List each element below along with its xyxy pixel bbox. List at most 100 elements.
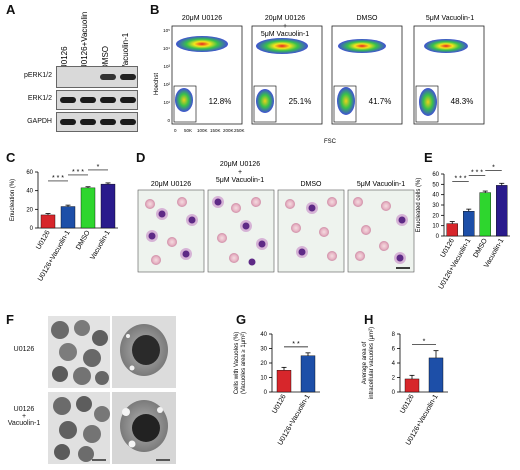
bar bbox=[404, 378, 420, 393]
flow-gate bbox=[253, 85, 277, 123]
y-tick-label: 0 bbox=[30, 226, 34, 232]
flow-plot-title: 5μM Vacuolin-1 bbox=[426, 15, 474, 22]
flow-xlabel: FSC bbox=[324, 139, 337, 145]
bar bbox=[496, 185, 508, 237]
flow-plot-title-line: 20μM U0126 +5μM Vacuolin-1 bbox=[261, 15, 309, 38]
flow-ytick: 10¹ bbox=[163, 100, 170, 105]
rbc-cell bbox=[381, 201, 391, 211]
chart-g: Cells with Vacuoles (%)(Vacuoles area ≥ … bbox=[234, 332, 320, 447]
rbc-cell bbox=[251, 197, 261, 207]
panel-b-flow-plots: Hoechst FSC 20μM U0126 12.8% 20μM U0126 +… bbox=[154, 15, 485, 145]
em-cell bbox=[53, 397, 71, 415]
nucleus bbox=[396, 254, 404, 262]
category-label: Vacuolin-1 bbox=[89, 229, 111, 261]
blot-strip-perk bbox=[56, 66, 138, 88]
em-cell bbox=[92, 330, 108, 346]
flow-percent: 48.3% bbox=[451, 97, 474, 106]
blot-band bbox=[100, 97, 116, 103]
flow-gate bbox=[333, 85, 357, 123]
em-cell bbox=[74, 320, 90, 336]
text-line: + bbox=[283, 23, 287, 30]
rbc-cell bbox=[167, 237, 177, 247]
em-vacuole bbox=[122, 408, 130, 416]
panel-g-label: G bbox=[236, 312, 247, 327]
flow-plot-4: 5μM Vacuolin-1 48.3% bbox=[413, 15, 485, 125]
flow-yticks: 10⁵ 10⁴ 10³ 10² 10¹ 0 bbox=[163, 28, 170, 123]
micrograph-4 bbox=[347, 189, 415, 273]
significance-stars: * * * bbox=[72, 169, 84, 176]
blot-band bbox=[120, 97, 136, 103]
bar bbox=[479, 192, 491, 237]
flow-frame bbox=[251, 25, 323, 125]
flow-xtick: 250K bbox=[234, 128, 245, 133]
text-line: 20μM U0126 bbox=[220, 161, 260, 168]
flow-xtick: 100K bbox=[197, 128, 208, 133]
em-highmag-2 bbox=[112, 392, 176, 464]
blot-band bbox=[60, 97, 76, 103]
micrograph-2 bbox=[207, 189, 275, 273]
y-axis-label-line: Average area of bbox=[362, 341, 368, 384]
flow-xtick: 150K bbox=[210, 128, 221, 133]
blot-strip-erk bbox=[56, 90, 138, 110]
flow-plot-1: 20μM U0126 12.8% bbox=[171, 15, 243, 125]
text-line: 20μM U0126 bbox=[265, 15, 305, 22]
nucleus bbox=[148, 232, 156, 240]
blot-band bbox=[120, 74, 136, 80]
em-vacuole bbox=[128, 440, 136, 448]
micrograph-title: 20μM U0126 +5μM Vacuolin-1 bbox=[216, 161, 264, 184]
flow-ytick: 0 bbox=[167, 118, 170, 123]
category-label: U0126+Vacuolin-1 bbox=[438, 237, 473, 290]
micrograph-title: 20μM U0126 bbox=[151, 181, 191, 188]
em-cell bbox=[78, 446, 94, 462]
flow-population bbox=[175, 88, 193, 112]
y-tick-label: 20 bbox=[432, 213, 439, 219]
bar bbox=[60, 206, 76, 229]
text-line: 5μM Vacuolin-1 bbox=[216, 177, 264, 184]
flow-frame bbox=[331, 25, 403, 125]
chart-h: Average area ofintracellular vacuoles (μ… bbox=[362, 327, 448, 447]
flow-xtick: 200K bbox=[223, 128, 234, 133]
panel-f-label: F bbox=[6, 312, 14, 327]
panel-c-label: C bbox=[6, 150, 16, 165]
em-nucleus bbox=[132, 414, 160, 442]
blot-row-label: GAPDH bbox=[27, 118, 52, 125]
rbc-cell bbox=[353, 197, 363, 207]
rbc-cell bbox=[379, 241, 389, 251]
y-tick-label: 6 bbox=[392, 347, 396, 353]
nucleus bbox=[242, 222, 250, 230]
y-tick-label: 0 bbox=[436, 234, 440, 240]
panel-f-em-images bbox=[48, 316, 176, 464]
rbc-cell bbox=[145, 199, 155, 209]
blot-strip-gapdh bbox=[56, 112, 138, 132]
flow-gate bbox=[173, 85, 197, 123]
y-axis-label-line: Enucleated cells (%) bbox=[416, 178, 422, 233]
significance-stars: * bbox=[492, 164, 495, 171]
flow-ytick: 10⁵ bbox=[163, 28, 170, 33]
category-label: DMSO bbox=[75, 229, 92, 251]
flow-percent: 12.8% bbox=[209, 97, 232, 106]
flow-population bbox=[256, 89, 274, 113]
y-tick-label: 40 bbox=[260, 332, 267, 338]
flow-population bbox=[424, 39, 468, 53]
flow-population bbox=[256, 38, 308, 54]
y-tick-label: 10 bbox=[432, 224, 439, 230]
bar bbox=[446, 223, 458, 237]
y-axis-label: Cells with Vacuoles (%)(Vacuoles area ≥ … bbox=[234, 332, 247, 395]
flow-population bbox=[337, 87, 355, 115]
micrograph-1 bbox=[137, 189, 205, 273]
blot-band bbox=[60, 119, 76, 125]
category-label: DMSO bbox=[472, 237, 489, 259]
flow-percent: 25.1% bbox=[289, 97, 312, 106]
y-tick-label: 20 bbox=[26, 207, 33, 213]
rbc-cell bbox=[291, 223, 301, 233]
y-tick-label: 2 bbox=[392, 376, 396, 382]
flow-xtick: 50K bbox=[184, 128, 192, 133]
em-row-label: U0126 + Vacuolin-1 bbox=[7, 406, 41, 427]
flow-population bbox=[419, 88, 437, 116]
lane-label: U0126+Vacuolin-1 bbox=[80, 12, 89, 70]
bar bbox=[463, 211, 475, 237]
category-label: U0126 bbox=[35, 229, 51, 250]
y-tick-label: 4 bbox=[392, 361, 396, 367]
category-label: U0126 bbox=[271, 393, 287, 414]
category-label: U0126 bbox=[440, 237, 456, 258]
